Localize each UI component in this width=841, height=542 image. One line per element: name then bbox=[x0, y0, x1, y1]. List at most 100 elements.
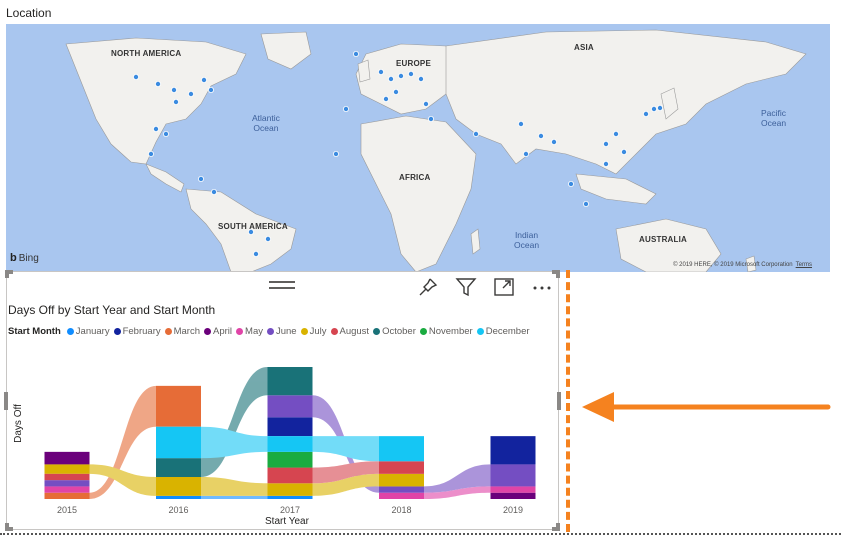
resize-handle-left[interactable] bbox=[4, 392, 8, 410]
legend-label: December bbox=[485, 326, 530, 337]
legend-item-april[interactable]: April bbox=[204, 326, 232, 337]
legend-dot bbox=[419, 328, 427, 335]
bar-segment-2016-january[interactable] bbox=[156, 495, 201, 499]
legend-item-december[interactable]: December bbox=[476, 326, 530, 337]
legend-items: January February March April May June July Augu… bbox=[66, 326, 534, 337]
focus-mode-icon[interactable] bbox=[492, 275, 516, 299]
ribbon-june[interactable] bbox=[424, 464, 491, 493]
legend-item-august[interactable]: August bbox=[330, 326, 369, 337]
bar-segment-2017-october[interactable] bbox=[267, 367, 313, 396]
legend-dot bbox=[300, 328, 308, 335]
region-label-australia: AUSTRALIA bbox=[639, 235, 688, 244]
bing-attribution: b Bing bbox=[10, 252, 39, 264]
bar-segment-2019-may[interactable] bbox=[490, 486, 536, 493]
ribbon-october[interactable] bbox=[201, 367, 268, 477]
bar-segment-2016-october[interactable] bbox=[156, 458, 201, 477]
bing-label: Bing bbox=[18, 252, 39, 264]
y-axis-label: Days Off bbox=[12, 404, 24, 443]
legend-label: March bbox=[173, 326, 201, 337]
ribbon-may[interactable] bbox=[424, 486, 491, 499]
x-axis-label: Start Year bbox=[265, 516, 309, 527]
ribbon-december[interactable] bbox=[201, 426, 268, 459]
legend-item-february[interactable]: February bbox=[113, 326, 161, 337]
landmass-asia bbox=[445, 29, 807, 175]
bar-segment-2017-december[interactable] bbox=[267, 436, 313, 452]
drag-handle-icon[interactable] bbox=[269, 281, 295, 291]
legend-item-july[interactable]: July bbox=[300, 326, 327, 337]
ribbon-july[interactable] bbox=[89, 464, 157, 496]
x-tick-label: 2015 bbox=[57, 505, 77, 515]
ribbon-march[interactable] bbox=[89, 385, 157, 499]
bar-segment-2018-august[interactable] bbox=[379, 461, 424, 474]
more-options-icon[interactable] bbox=[530, 275, 554, 299]
map-title: Location bbox=[6, 6, 52, 20]
bar-segment-2016-march[interactable] bbox=[156, 385, 201, 427]
filter-icon[interactable] bbox=[454, 275, 478, 299]
annotation-dashed-line bbox=[566, 270, 570, 532]
bar-segment-2017-july[interactable] bbox=[267, 483, 313, 496]
bar-segment-2019-february[interactable] bbox=[490, 436, 536, 465]
landmass-japan bbox=[660, 87, 679, 120]
legend-item-march[interactable]: March bbox=[164, 326, 201, 337]
resize-corner-top-left[interactable] bbox=[5, 270, 13, 278]
bar-segment-2016-july[interactable] bbox=[156, 477, 201, 496]
ribbon-december[interactable] bbox=[312, 436, 380, 462]
region-label-asia: ASIA bbox=[574, 43, 594, 52]
bar-segment-2015-july[interactable] bbox=[44, 464, 90, 474]
ocean-label-atlantic: Atlantic Ocean bbox=[252, 113, 280, 133]
map-visual[interactable]: NORTH AMERICA EUROPE ASIA AFRICA SOUTH A… bbox=[6, 24, 830, 272]
x-tick-label: 2017 bbox=[280, 505, 300, 515]
legend-item-november[interactable]: November bbox=[419, 326, 473, 337]
ribbon-july[interactable] bbox=[312, 473, 380, 496]
pin-icon[interactable] bbox=[416, 275, 440, 299]
bar-segment-2019-april[interactable] bbox=[490, 492, 536, 499]
resize-corner-bottom-right[interactable] bbox=[552, 523, 560, 531]
bing-logo-icon: b bbox=[10, 252, 17, 264]
ribbon-chart-visual[interactable]: Days Off by Start Year and Start Month S… bbox=[4, 270, 561, 531]
ribbon-august[interactable] bbox=[312, 461, 380, 484]
resize-corner-bottom-left[interactable] bbox=[5, 523, 13, 531]
landmass-uk bbox=[357, 59, 371, 83]
bar-segment-2015-august[interactable] bbox=[44, 473, 90, 481]
legend-dot bbox=[204, 328, 212, 335]
legend-item-october[interactable]: October bbox=[373, 326, 416, 337]
bar-segment-2017-november[interactable] bbox=[267, 451, 313, 468]
legend-label: April bbox=[213, 326, 233, 337]
legend-label: January bbox=[75, 326, 110, 337]
region-label-europe: EUROPE bbox=[396, 59, 431, 68]
bar-segment-2019-june[interactable] bbox=[490, 464, 536, 487]
terms-link[interactable]: Terms bbox=[795, 262, 812, 268]
bar-segment-2015-june[interactable] bbox=[44, 480, 90, 487]
legend-item-january[interactable]: January bbox=[66, 326, 110, 337]
bar-segment-2017-january[interactable] bbox=[267, 495, 313, 499]
landmass-australia bbox=[615, 218, 722, 272]
resize-handle-right[interactable] bbox=[557, 392, 561, 410]
legend-dot bbox=[164, 328, 172, 335]
resize-corner-top-right[interactable] bbox=[552, 270, 560, 278]
bar-segment-2017-june[interactable] bbox=[267, 395, 313, 418]
landmass-central-america bbox=[145, 163, 185, 193]
ocean-label-pacific: Pacific Ocean bbox=[761, 108, 787, 128]
bar-segment-2015-may[interactable] bbox=[44, 486, 90, 493]
bar-segment-2017-august[interactable] bbox=[267, 467, 313, 484]
legend-label: May bbox=[245, 326, 263, 337]
legend-item-may[interactable]: May bbox=[236, 326, 263, 337]
bar-segment-2018-december[interactable] bbox=[379, 436, 424, 462]
bar-segment-2018-june[interactable] bbox=[379, 486, 424, 493]
legend-item-june[interactable]: June bbox=[266, 326, 297, 337]
bar-segment-2016-december[interactable] bbox=[156, 426, 201, 459]
legend-label: June bbox=[275, 326, 297, 337]
bar-segment-2018-may[interactable] bbox=[379, 492, 424, 499]
chart-legend: Start Month January February March April May… bbox=[8, 326, 534, 337]
bar-segment-2018-july[interactable] bbox=[379, 473, 424, 487]
annotation-arrow-icon bbox=[582, 392, 831, 422]
legend-title: Start Month bbox=[8, 326, 61, 337]
legend-label: February bbox=[122, 326, 161, 337]
ribbon-january[interactable] bbox=[201, 495, 268, 499]
ribbon-july[interactable] bbox=[201, 477, 268, 496]
x-tick-label: 2018 bbox=[391, 505, 411, 515]
bar-segment-2015-march[interactable] bbox=[44, 492, 90, 499]
bar-segment-2015-april[interactable] bbox=[44, 451, 90, 465]
world-map bbox=[65, 29, 807, 272]
bar-segment-2017-february[interactable] bbox=[267, 417, 313, 437]
